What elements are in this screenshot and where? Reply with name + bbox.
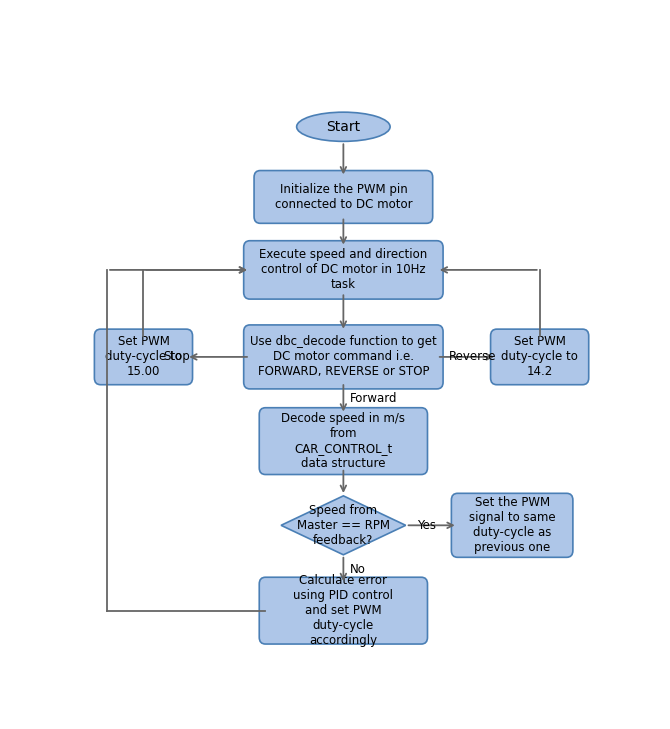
- Text: Forward: Forward: [350, 391, 397, 405]
- Text: Calculate error
using PID control
and set PWM
duty-cycle
accordingly: Calculate error using PID control and se…: [293, 574, 393, 647]
- Text: Set PWM
duty-cycle to
14.2: Set PWM duty-cycle to 14.2: [501, 335, 578, 378]
- FancyBboxPatch shape: [94, 329, 192, 385]
- Polygon shape: [281, 496, 406, 555]
- Text: Set PWM
duty-cycle to
15.00: Set PWM duty-cycle to 15.00: [105, 335, 182, 378]
- Text: Reverse: Reverse: [449, 351, 496, 364]
- FancyBboxPatch shape: [490, 329, 589, 385]
- Text: Initialize the PWM pin
connected to DC motor: Initialize the PWM pin connected to DC m…: [275, 183, 412, 211]
- Text: Set the PWM
signal to same
duty-cycle as
previous one: Set the PWM signal to same duty-cycle as…: [469, 496, 555, 554]
- FancyBboxPatch shape: [259, 408, 427, 475]
- Text: Use dbc_decode function to get
DC motor command i.e.
FORWARD, REVERSE or STOP: Use dbc_decode function to get DC motor …: [250, 335, 437, 378]
- Text: Stop: Stop: [163, 351, 190, 364]
- Text: Yes: Yes: [417, 519, 436, 532]
- FancyBboxPatch shape: [244, 241, 443, 299]
- FancyBboxPatch shape: [254, 171, 433, 223]
- Ellipse shape: [297, 112, 390, 141]
- Text: No: No: [350, 563, 366, 576]
- Text: Decode speed in m/s
from
CAR_CONTROL_t
data structure: Decode speed in m/s from CAR_CONTROL_t d…: [281, 412, 405, 470]
- Text: Execute speed and direction
control of DC motor in 10Hz
task: Execute speed and direction control of D…: [259, 249, 427, 292]
- Text: Start: Start: [326, 120, 360, 134]
- FancyBboxPatch shape: [452, 494, 573, 557]
- FancyBboxPatch shape: [244, 325, 443, 389]
- Text: Speed from
Master == RPM
feedback?: Speed from Master == RPM feedback?: [297, 504, 390, 547]
- FancyBboxPatch shape: [259, 577, 427, 644]
